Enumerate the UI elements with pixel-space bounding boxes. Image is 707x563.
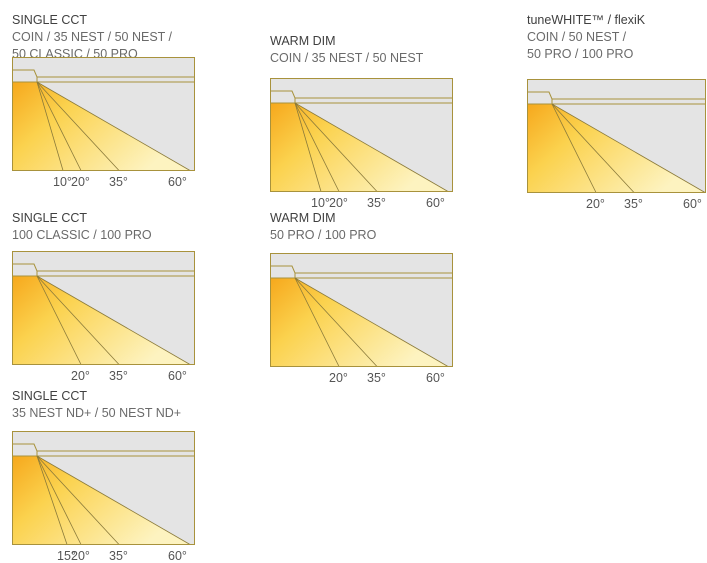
panel-title: SINGLE CCT [12, 389, 88, 403]
beam-ray-60 [551, 103, 706, 193]
beam-ray-60 [294, 277, 449, 367]
diagram-frame [527, 79, 706, 193]
diagram-frame [270, 78, 453, 192]
diagram-frame [12, 431, 195, 545]
beam-ray-20 [36, 81, 82, 171]
beam-panel-single-cct-100: SINGLE CCT 100 CLASSIC / 100 PRO 20° 35° 60° [12, 210, 222, 383]
beam-angle-label: 35° [624, 197, 643, 211]
panel-title: WARM DIM [270, 211, 336, 225]
beam-panel-warm-dim-50pro: WARM DIM 50 PRO / 100 PRO 20° 35° 60° [270, 210, 480, 385]
beam-angle-label: 20° [329, 196, 348, 210]
fixture [270, 265, 296, 279]
panel-product-line: 50 PRO / 100 PRO [527, 47, 634, 61]
beam-angle-label: 60° [168, 175, 187, 189]
panel-product-line: COIN / 50 NEST / [527, 30, 627, 44]
beam-ray-15 [36, 455, 68, 545]
beam-ray-35 [294, 277, 378, 367]
diagram-frame [12, 57, 195, 171]
beam-angle-label: 35° [109, 175, 128, 189]
beam-panel-tunewhite-flexik: tuneWHITE™ / flexiK COIN / 50 NEST / 50 PR… [527, 12, 707, 211]
beam-angle-label: 60° [168, 369, 187, 383]
beam-ray-20 [551, 103, 597, 193]
fixture [12, 69, 38, 83]
beam-ray-10 [36, 81, 64, 171]
beam-ray-60 [36, 275, 191, 365]
beam-diagram [12, 57, 195, 171]
beam-spread [12, 276, 190, 365]
panel-title: tuneWHITE™ / flexiK [527, 13, 646, 27]
beam-ray-60 [294, 102, 449, 192]
panel-product-line: 100 CLASSIC / 100 PRO [12, 228, 152, 242]
beam-ray-10 [294, 102, 322, 192]
beam-ray-35 [551, 103, 635, 193]
beam-spread [12, 456, 190, 545]
beam-diagram [270, 253, 453, 367]
beam-angle-label: 60° [426, 371, 445, 385]
beam-ray-20 [294, 277, 340, 367]
beam-ray-20 [36, 455, 82, 545]
panel-title: WARM DIM [270, 34, 336, 48]
fixture [527, 91, 553, 105]
beam-angle-label: 60° [168, 549, 187, 563]
beam-panel-single-cct-coin: SINGLE CCT COIN / 35 NEST / 50 NEST /50 C… [12, 12, 222, 189]
beam-diagram [12, 431, 195, 545]
beam-panel-single-cct-nd: SINGLE CCT 35 NEST ND+ / 50 NEST ND+ 15° 20… [12, 388, 222, 563]
fixture [12, 263, 38, 277]
beam-spread [270, 278, 448, 367]
beam-angle-label: 60° [426, 196, 445, 210]
beam-diagram [12, 251, 195, 365]
panel-product-line: COIN / 35 NEST / 50 NEST / [12, 30, 173, 44]
beam-ray-35 [36, 275, 120, 365]
beam-angle-label: 35° [367, 196, 386, 210]
diagram-frame [12, 251, 195, 365]
panel-product-line: COIN / 35 NEST / 50 NEST [270, 51, 424, 65]
beam-angle-label: 35° [109, 549, 128, 563]
beam-ray-20 [294, 102, 340, 192]
beam-angle-label: 20° [329, 371, 348, 385]
beam-angle-label: 20° [71, 175, 90, 189]
beam-ray-35 [36, 81, 120, 171]
beam-diagram [527, 79, 706, 193]
beam-angle-label: 35° [109, 369, 128, 383]
fixture [270, 90, 296, 104]
beam-ray-35 [36, 455, 120, 545]
beam-ray-60 [36, 455, 191, 545]
beam-angle-label: 20° [586, 197, 605, 211]
beam-ray-60 [36, 81, 191, 171]
beam-angle-label: 20° [71, 369, 90, 383]
panel-title: SINGLE CCT [12, 211, 88, 225]
beam-ray-20 [36, 275, 82, 365]
beam-angle-label: 10° [53, 175, 72, 189]
diagram-frame [270, 253, 453, 367]
beam-diagram [270, 78, 453, 192]
beam-angle-label: 20° [71, 549, 90, 563]
fixture [12, 443, 38, 457]
panel-product-line: 35 NEST ND+ / 50 NEST ND+ [12, 406, 182, 420]
panel-title: SINGLE CCT [12, 13, 88, 27]
panel-product-line: 50 PRO / 100 PRO [270, 228, 377, 242]
beam-panel-warm-dim-coin: WARM DIM COIN / 35 NEST / 50 NEST 10° 20° 35… [270, 33, 480, 210]
beam-angle-label: 35° [367, 371, 386, 385]
beam-spread [527, 104, 705, 193]
beam-angle-label: 10° [311, 196, 330, 210]
beam-angle-label: 60° [683, 197, 702, 211]
beam-ray-35 [294, 102, 378, 192]
